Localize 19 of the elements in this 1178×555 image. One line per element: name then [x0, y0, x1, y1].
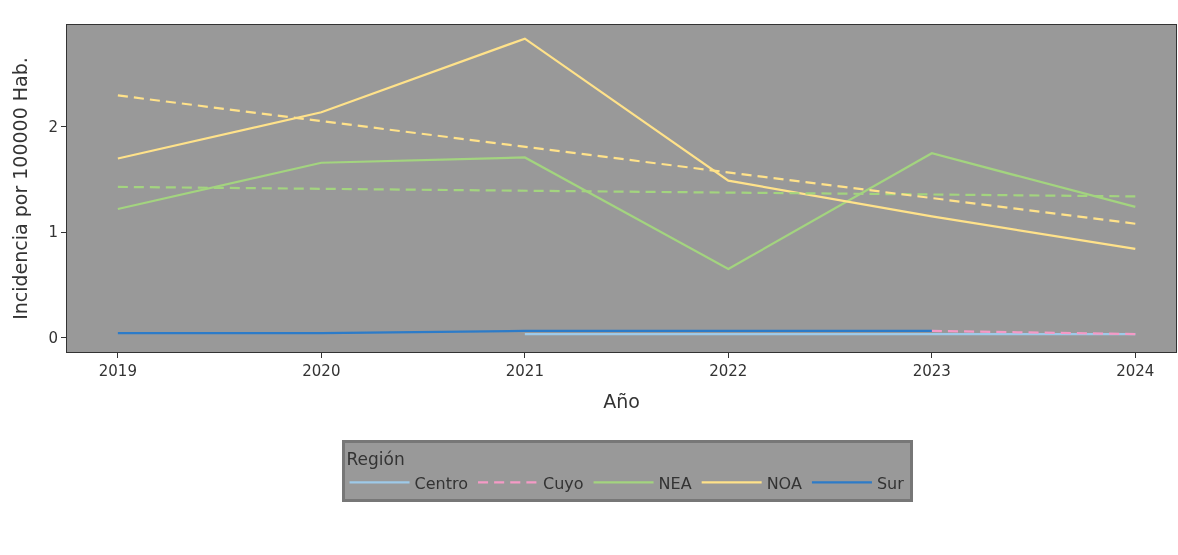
- legend-label: Cuyo: [543, 473, 584, 493]
- y-tick-label: 1: [48, 223, 58, 242]
- x-tick-label: 2021: [505, 362, 544, 380]
- x-tick-label: 2019: [98, 362, 137, 380]
- x-tick-label: 2024: [1116, 362, 1155, 380]
- x-tick-label: 2020: [302, 362, 341, 380]
- y-axis-title: Incidencia por 100000 Hab.: [9, 57, 32, 320]
- legend-label: Centro: [414, 473, 468, 493]
- legend-label: Sur: [876, 473, 905, 493]
- x-tick-label: 2023: [912, 362, 951, 380]
- legend-label: NOA: [766, 473, 802, 493]
- line-series: [116, 37, 1137, 251]
- legend-label: NEA: [658, 473, 692, 493]
- legend-title: Región: [346, 449, 405, 470]
- y-tick-label: 0: [48, 328, 58, 347]
- x-axis-title: Año: [603, 389, 640, 412]
- line-series: [116, 152, 1137, 271]
- y-tick-label: 2: [48, 118, 58, 137]
- x-tick-label: 2022: [709, 362, 748, 380]
